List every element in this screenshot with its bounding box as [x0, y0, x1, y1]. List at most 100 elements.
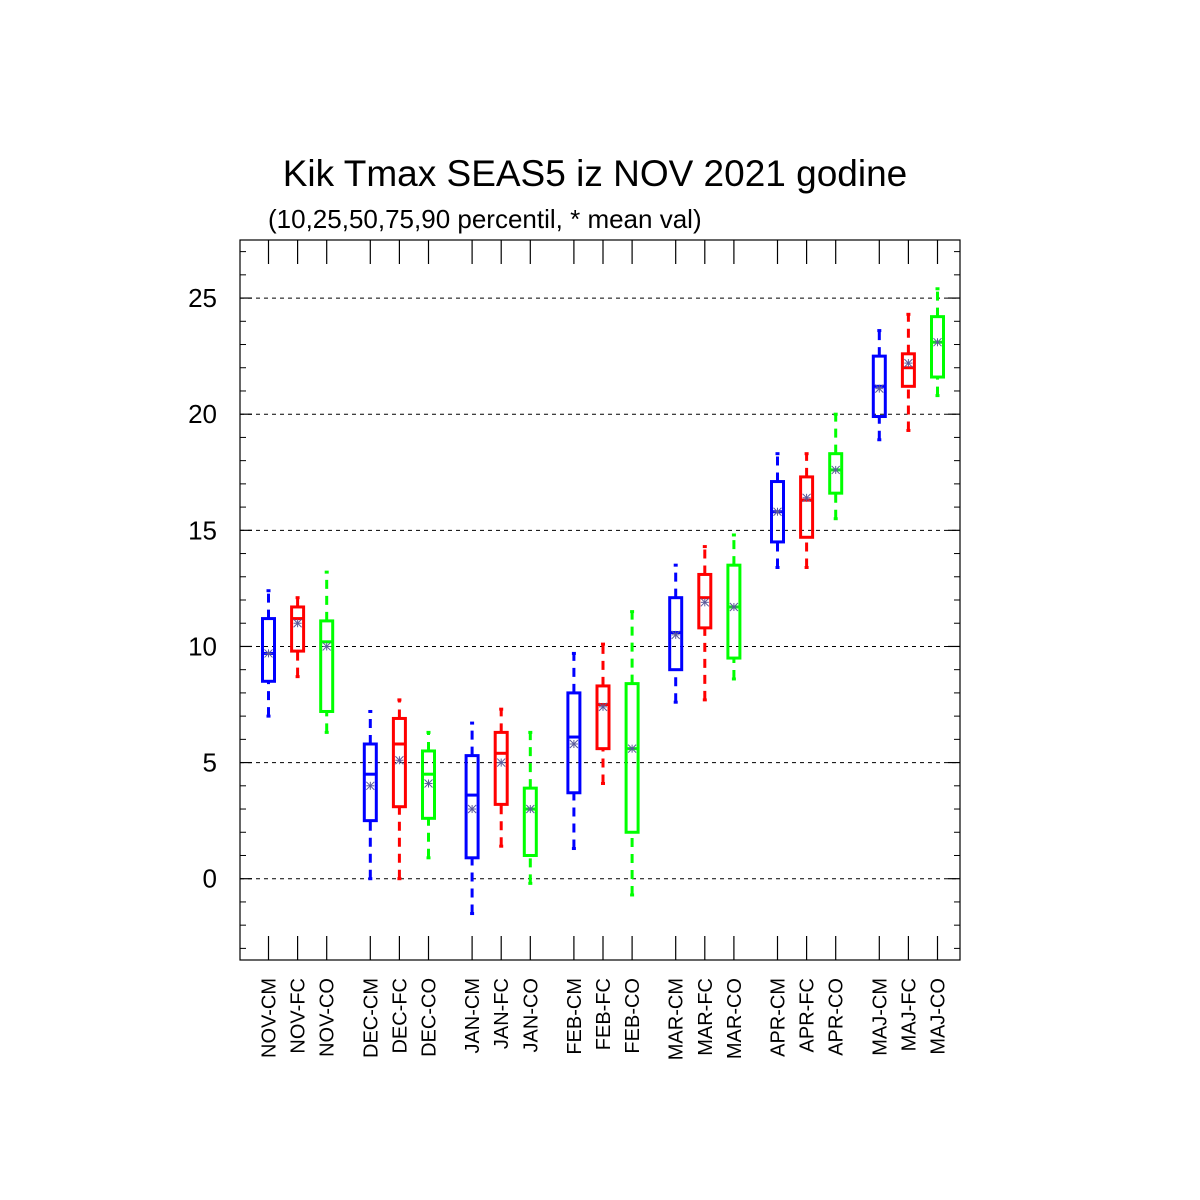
x-tick-label: MAJ-FC — [898, 978, 920, 1051]
mean-marker — [874, 384, 884, 393]
iqr-box — [464, 754, 480, 860]
box-mar-co — [726, 533, 742, 681]
mean-marker-stroke — [802, 493, 811, 503]
x-tick-label: MAJ-CO — [928, 978, 950, 1055]
box-dec-fc — [391, 698, 407, 881]
x-tick-label: NOV-CM — [259, 978, 281, 1058]
mean-marker — [729, 602, 739, 612]
x-tick-label: APR-FC — [797, 978, 819, 1052]
x-tick-label: NOV-FC — [288, 978, 310, 1054]
x-tick-label: DEC-CM — [360, 978, 382, 1058]
x-tick-label: APR-CM — [768, 978, 790, 1057]
y-tick-label: 20 — [188, 399, 217, 429]
chart-title: Kik Tmax SEAS5 iz NOV 2021 godine — [283, 153, 908, 194]
mean-marker-stroke — [395, 755, 404, 765]
iqr-box — [362, 742, 378, 823]
mean-marker-stroke — [729, 602, 739, 612]
mean-marker — [933, 337, 942, 347]
iqr-box — [697, 572, 713, 630]
box-apr-co — [828, 412, 844, 521]
mean-marker — [264, 649, 273, 658]
iqr-box — [900, 352, 916, 388]
y-tick-label: 25 — [188, 283, 217, 313]
mean-marker — [322, 642, 332, 651]
iqr-box — [566, 691, 582, 795]
mean-marker — [395, 755, 404, 765]
box-mar-fc — [697, 545, 713, 702]
mean-marker-stroke — [773, 507, 782, 517]
mean-marker — [496, 758, 506, 767]
iqr-box — [261, 617, 276, 683]
x-tick-label: DEC-CO — [419, 978, 441, 1057]
y-tick-label: 15 — [188, 515, 217, 545]
box-dec-cm — [362, 709, 378, 881]
mean-marker-stroke — [700, 597, 710, 607]
box-maj-co — [930, 287, 945, 398]
x-tick-label: JAN-CM — [462, 978, 484, 1054]
mean-marker — [424, 779, 433, 788]
mean-marker — [467, 804, 477, 814]
box-jan-co — [522, 730, 538, 885]
box-maj-cm — [871, 329, 887, 442]
box-jan-cm — [464, 721, 480, 916]
mean-marker-stroke — [904, 358, 913, 368]
box-mar-cm — [668, 563, 684, 704]
mean-marker-stroke — [933, 337, 942, 347]
box-feb-co — [624, 610, 640, 897]
box-nov-fc — [290, 596, 306, 679]
x-tick-label: JAN-CO — [520, 978, 542, 1052]
iqr-box — [421, 749, 436, 820]
x-tick-label: DEC-FC — [389, 978, 411, 1054]
mean-marker — [293, 618, 302, 628]
mean-marker-stroke — [874, 384, 884, 393]
mean-marker — [773, 507, 782, 517]
box-feb-cm — [566, 651, 582, 851]
y-tick-label: 0 — [203, 864, 217, 894]
mean-marker — [700, 597, 710, 607]
mean-marker-stroke — [598, 702, 608, 712]
mean-marker — [904, 358, 913, 368]
mean-marker — [598, 702, 608, 712]
x-tick-label: FEB-FC — [593, 978, 615, 1050]
mean-marker — [671, 630, 681, 640]
x-tick-label: NOV-CO — [317, 978, 339, 1057]
mean-marker-stroke — [627, 744, 637, 753]
plot-frame — [239, 239, 961, 961]
box-nov-cm — [261, 589, 276, 718]
mean-marker-stroke — [322, 642, 332, 651]
iqr-box — [391, 716, 407, 809]
box-jan-fc — [493, 707, 509, 848]
mean-marker-stroke — [671, 630, 681, 640]
grid-lines — [240, 297, 960, 880]
x-tick-label: MAJ-CM — [869, 978, 891, 1056]
mean-marker — [831, 465, 841, 475]
mean-marker-stroke — [293, 618, 302, 628]
mean-marker-stroke — [496, 758, 506, 767]
x-tick-label: MAR-FC — [695, 978, 717, 1056]
iqr-box — [493, 730, 509, 806]
x-tick-label: JAN-FC — [491, 978, 513, 1049]
x-tick-label: MAR-CM — [666, 978, 688, 1060]
mean-marker-stroke — [569, 739, 579, 749]
box-nov-co — [319, 570, 335, 734]
box-apr-cm — [770, 452, 785, 569]
iqr-box — [799, 475, 815, 539]
mean-marker — [802, 493, 811, 503]
y-tick-label: 5 — [203, 748, 217, 778]
mean-marker-stroke — [365, 781, 375, 791]
mean-marker — [525, 804, 535, 814]
mean-marker-stroke — [831, 465, 841, 475]
mean-marker — [627, 744, 637, 753]
box-apr-fc — [799, 452, 815, 569]
iqr-box — [624, 682, 640, 834]
box-maj-fc — [900, 312, 916, 432]
iqr-box — [828, 452, 844, 495]
mean-marker — [365, 781, 375, 791]
iqr-box — [290, 605, 306, 653]
x-tick-label: FEB-CM — [564, 978, 586, 1055]
y-tick-label: 10 — [188, 631, 217, 661]
iqr-box — [595, 684, 611, 751]
iqr-box — [522, 786, 538, 857]
x-tick-label: MAR-CO — [724, 978, 746, 1059]
